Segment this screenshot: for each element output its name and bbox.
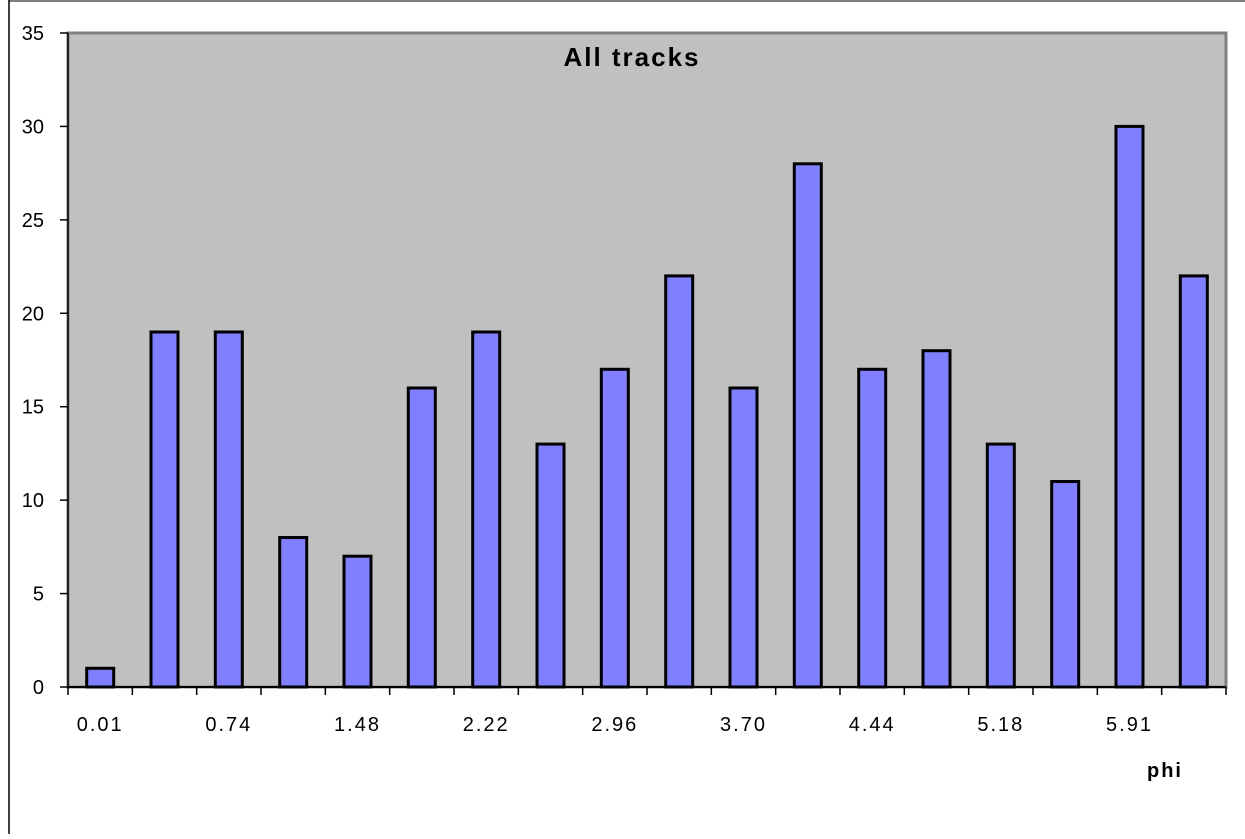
bar-0.74 (213, 330, 244, 689)
y-tick-label: 10 (22, 490, 44, 512)
x-tick-label: 1.48 (334, 714, 381, 736)
x-tick-label: 5.18 (977, 714, 1024, 736)
bar-4.44 (857, 367, 888, 689)
bar-6.28 (1178, 274, 1209, 689)
bar-1.11 (278, 536, 309, 689)
bar-0.38 (149, 330, 180, 689)
bar-2.96 (599, 367, 630, 689)
bar-5.55 (1050, 480, 1081, 689)
x-axis-label: phi (1147, 760, 1183, 782)
bar-2.59 (535, 442, 566, 689)
x-tick-label: 2.96 (591, 714, 638, 736)
chart-title: All tracks (563, 42, 700, 72)
y-tick-label: 5 (33, 584, 44, 606)
bar-4.81 (921, 349, 952, 689)
bar-4.07 (792, 162, 823, 689)
bar-2.22 (471, 330, 502, 689)
bar-0.01 (85, 666, 116, 689)
bar-3.33 (664, 274, 695, 689)
x-tick-label: 0.74 (205, 714, 252, 736)
bar-3.70 (728, 386, 759, 689)
y-tick-label: 15 (22, 397, 44, 419)
x-axis: 0.01 0.74 1.48 2.22 2.96 3.70 4.44 5.18 5.91 (67, 686, 1227, 736)
x-tick-label: 3.70 (720, 714, 767, 736)
y-tick-label: 0 (33, 677, 44, 699)
bar-1.48 (342, 554, 373, 689)
y-tick-label: 20 (22, 303, 44, 325)
x-tick-label: 0.01 (77, 714, 124, 736)
bar-5.91 (1114, 124, 1145, 689)
y-tick-label: 30 (22, 116, 44, 138)
x-tick-label: 2.22 (463, 714, 510, 736)
y-tick-label: 25 (22, 210, 44, 232)
bars-group (85, 124, 1209, 689)
x-tick-label: 5.91 (1106, 714, 1153, 736)
bar-1.85 (406, 386, 437, 689)
bar-5.18 (985, 442, 1016, 689)
y-axis: 0 5 10 15 20 25 30 35 (22, 23, 69, 699)
x-tick-label: 4.44 (849, 714, 896, 736)
y-tick-label: 35 (22, 23, 44, 45)
